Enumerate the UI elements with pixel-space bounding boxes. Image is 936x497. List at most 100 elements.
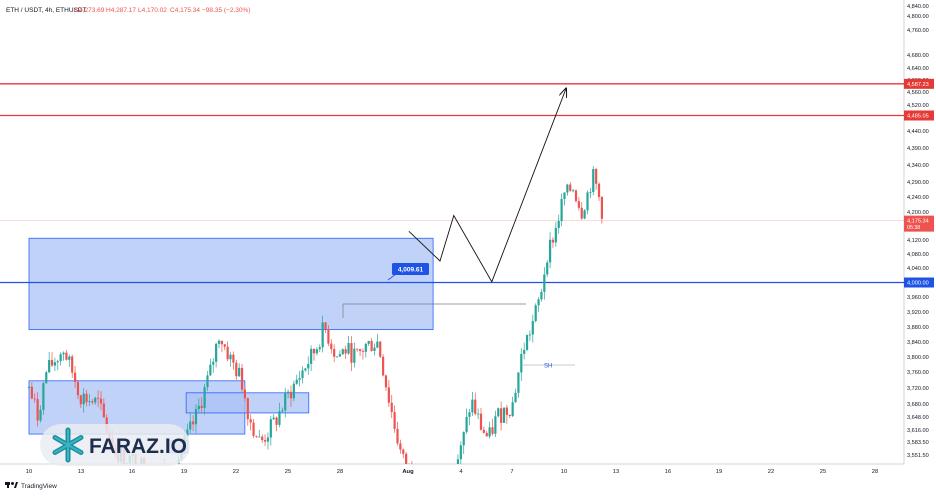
candle-bullish bbox=[471, 399, 474, 413]
time-tick-label: Aug bbox=[402, 469, 414, 475]
candle-bearish bbox=[220, 340, 223, 345]
candle-bearish bbox=[474, 399, 477, 414]
candle-bearish bbox=[324, 322, 327, 330]
price-tick-label: 3,616.00 bbox=[907, 428, 929, 434]
candle-bearish bbox=[387, 387, 390, 403]
candle-bearish bbox=[71, 356, 74, 373]
time-tick-label: 7 bbox=[510, 469, 513, 475]
candle-bullish bbox=[189, 421, 192, 430]
price-tick-label: 4,560.00 bbox=[907, 90, 929, 96]
candle-bullish bbox=[560, 199, 563, 221]
candle-bullish bbox=[592, 169, 595, 192]
price-tick-label: 4,840.00 bbox=[907, 4, 929, 10]
faraz-logo-icon bbox=[52, 427, 84, 463]
time-tick-label: 19 bbox=[181, 469, 187, 475]
candle-bullish bbox=[258, 436, 261, 438]
candle-bearish bbox=[327, 329, 330, 344]
tradingview-brand[interactable]: TradingView bbox=[5, 482, 57, 490]
candle-bearish bbox=[240, 367, 244, 390]
annotation-layer: SH 4,009.61 bbox=[342, 88, 575, 370]
candle-bearish bbox=[390, 402, 393, 413]
candle-bearish bbox=[569, 184, 572, 191]
candle-bearish bbox=[350, 343, 353, 363]
bar-countdown-text: 05:38 bbox=[907, 225, 920, 231]
candle-bearish bbox=[261, 436, 264, 441]
candle-bullish bbox=[367, 340, 370, 344]
candle-bullish bbox=[284, 393, 287, 411]
price-tick-label: 4,200.00 bbox=[907, 210, 929, 216]
resistance-price-badge-text: 4,485.05 bbox=[907, 114, 929, 120]
candle-bullish bbox=[376, 341, 379, 348]
candle-bullish bbox=[341, 349, 344, 355]
price-tick-label: 4,680.00 bbox=[907, 53, 929, 59]
candle-bullish bbox=[488, 427, 491, 437]
candle-bearish bbox=[102, 403, 105, 418]
candle-bearish bbox=[155, 476, 157, 479]
candle-bullish bbox=[572, 190, 575, 192]
price-axis[interactable]: 4,840.00 4,800.00 4,760.00 4,680.00 4,640.00… bbox=[904, 4, 934, 459]
candle-bullish bbox=[520, 353, 523, 373]
projection-path[interactable] bbox=[408, 88, 566, 283]
callout-badge[interactable] bbox=[392, 263, 429, 275]
candle-bullish bbox=[548, 239, 552, 263]
candle-bearish bbox=[551, 239, 555, 243]
candle-bearish bbox=[479, 413, 483, 430]
price-tick-label: 4,760.00 bbox=[907, 28, 929, 34]
candle-bullish bbox=[287, 391, 290, 394]
candle-bullish bbox=[321, 322, 324, 348]
time-axis[interactable]: 10 13 16 19 22 25 28 Aug 4 7 10 13 16 19 22 25 28 bbox=[26, 469, 878, 475]
price-tick-label: 3,880.00 bbox=[907, 325, 929, 331]
candle-bullish bbox=[160, 467, 162, 472]
candle-bullish bbox=[335, 356, 339, 358]
callout-price: 4,009.61 bbox=[398, 267, 424, 274]
candle-bearish bbox=[249, 419, 252, 423]
candle-bearish bbox=[330, 343, 333, 350]
candle-bullish bbox=[546, 262, 549, 275]
symbol-title: ETH / USDT, 4h, ETHUSDT bbox=[6, 7, 87, 14]
candle-bullish bbox=[462, 432, 465, 446]
time-tick-label: 22 bbox=[768, 469, 774, 475]
candle-bullish bbox=[281, 410, 284, 412]
candle-bearish bbox=[191, 421, 195, 425]
candle-bullish bbox=[39, 409, 42, 421]
candle-bearish bbox=[312, 348, 316, 354]
candle-bullish bbox=[589, 191, 592, 193]
candle-bearish bbox=[96, 397, 100, 399]
time-tick-label: 16 bbox=[665, 469, 671, 475]
candle-bearish bbox=[252, 422, 255, 436]
candle-bearish bbox=[393, 412, 396, 429]
candle-bearish bbox=[99, 398, 103, 404]
watermark-text: FARAZ.IO bbox=[89, 435, 187, 458]
candle-bearish bbox=[370, 340, 373, 352]
candle-bearish bbox=[36, 399, 39, 421]
candle-bullish bbox=[68, 356, 71, 360]
price-tick-label: 4,640.00 bbox=[907, 66, 929, 72]
candle-bullish bbox=[586, 192, 589, 211]
candle-bullish bbox=[583, 210, 586, 219]
candle-bearish bbox=[577, 201, 580, 208]
ohlc-high: H4,287.17 bbox=[106, 7, 136, 14]
candle-bullish bbox=[347, 343, 350, 354]
candle-bullish bbox=[209, 364, 212, 376]
candle-bullish bbox=[56, 361, 59, 363]
candle-bullish bbox=[459, 445, 462, 460]
candle-bullish bbox=[186, 429, 189, 436]
time-tick-label: 25 bbox=[285, 469, 291, 475]
price-tick-label: 4,240.00 bbox=[907, 195, 929, 201]
demand-zone[interactable] bbox=[28, 237, 434, 331]
candle-bearish bbox=[384, 375, 388, 388]
candle-bearish bbox=[505, 407, 508, 415]
price-tick-label: 4,040.00 bbox=[907, 266, 929, 272]
price-tick-label: 4,080.00 bbox=[907, 252, 929, 258]
time-tick-label: 28 bbox=[337, 469, 343, 475]
price-tick-label: 4,800.00 bbox=[907, 14, 929, 20]
candle-bullish bbox=[543, 274, 546, 292]
candle-bearish bbox=[399, 443, 402, 450]
candle-bearish bbox=[263, 440, 267, 442]
candle-bullish bbox=[206, 375, 209, 388]
tradingview-logo-icon bbox=[5, 482, 18, 488]
candle-bearish bbox=[30, 386, 33, 399]
candle-bullish bbox=[272, 417, 275, 420]
price-tick-label: 3,800.00 bbox=[907, 355, 929, 361]
